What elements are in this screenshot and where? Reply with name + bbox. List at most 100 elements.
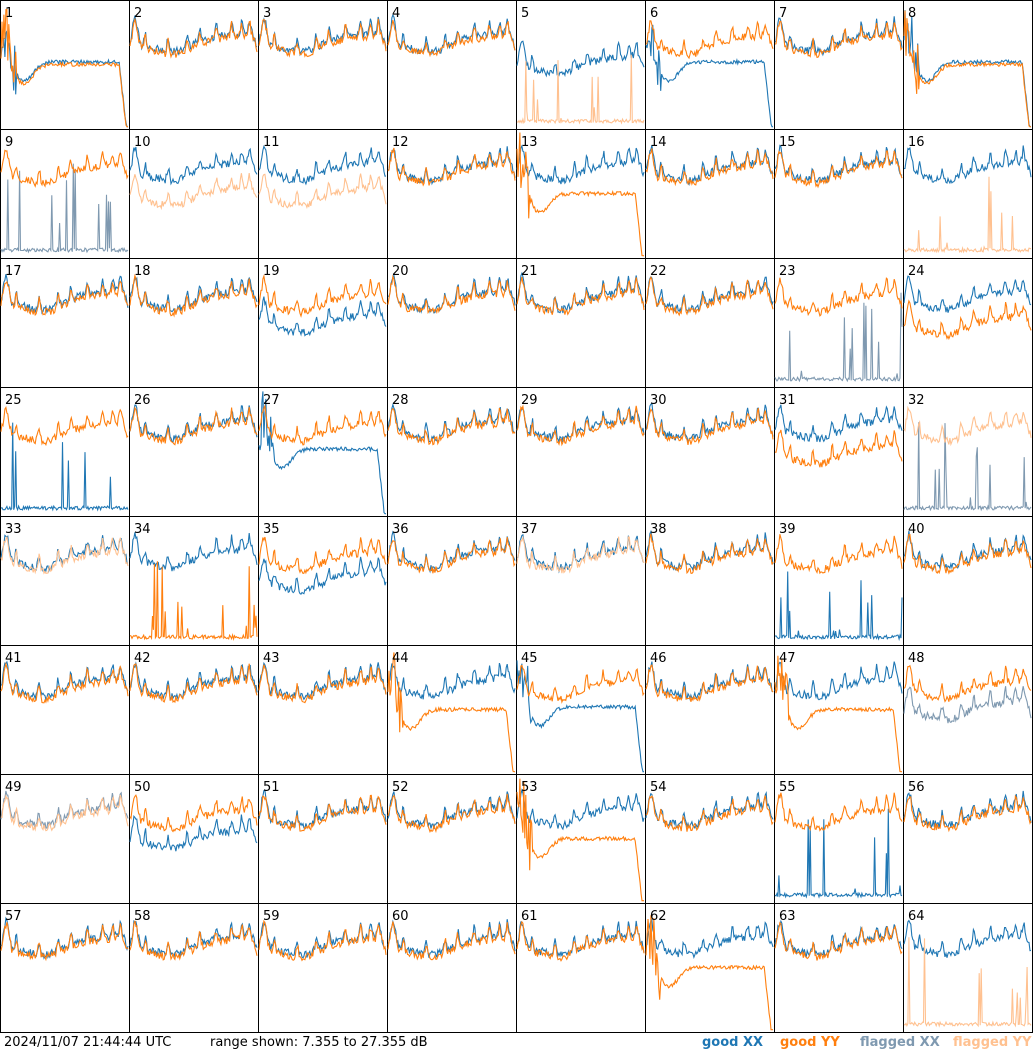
yy-series-line — [516, 404, 645, 447]
panel-number-label: 25 — [5, 393, 22, 408]
yy-series-line — [258, 536, 387, 575]
panel-51: 51 — [258, 774, 388, 904]
xx-series-line — [129, 532, 258, 572]
xx-series-line — [774, 919, 903, 959]
panel-frame — [0, 645, 130, 775]
panel-number-label: 59 — [263, 909, 280, 924]
panel-10: 10 — [129, 129, 259, 259]
legend-good-yy: good YY — [780, 1035, 840, 1050]
yy-series-line — [903, 10, 1031, 128]
panel-frame — [387, 903, 517, 1033]
yy-series-line — [387, 407, 516, 446]
panel-8: 8 — [903, 0, 1033, 130]
yy-series-line — [129, 173, 258, 211]
panel-frame — [0, 774, 130, 904]
panel-frame — [129, 645, 259, 775]
timestamp: 2024/11/07 21:44:44 UTC — [4, 1035, 172, 1050]
panel-frame — [0, 258, 130, 388]
panel-number-label: 32 — [908, 393, 925, 408]
panel-number-label: 21 — [521, 264, 538, 279]
yy-series-line — [0, 8, 128, 128]
panel-number-label: 8 — [908, 6, 916, 21]
yy-series-line — [129, 920, 258, 961]
panel-frame — [645, 258, 775, 388]
panel-24: 24 — [903, 258, 1033, 388]
xx-series-line — [387, 146, 516, 186]
yy-series-line — [516, 54, 645, 125]
panel-frame — [516, 516, 646, 646]
yy-series-line — [387, 274, 516, 315]
legend-flagged-xx: flagged XX — [860, 1035, 940, 1050]
yy-series-line — [645, 275, 774, 317]
panel-14: 14 — [645, 129, 775, 259]
yy-series-line — [903, 299, 1032, 341]
panel-32: 32 — [903, 387, 1033, 517]
panel-number-label: 64 — [908, 909, 925, 924]
yy-series-line — [258, 173, 387, 210]
panel-frame — [258, 645, 388, 775]
yy-series-line — [129, 406, 258, 446]
yy-series-line — [774, 792, 903, 832]
panel-57: 57 — [0, 903, 130, 1033]
panel-frame — [129, 774, 259, 904]
panel-number-label: 30 — [650, 393, 667, 408]
xx-series-line — [258, 556, 387, 595]
yy-series-line — [645, 915, 773, 1031]
panel-frame — [129, 387, 259, 517]
panel-frame — [903, 129, 1033, 259]
panel-33: 33 — [0, 516, 130, 646]
panel-number-label: 61 — [521, 909, 538, 924]
yy-series-line — [0, 794, 129, 832]
panel-42: 42 — [129, 645, 259, 775]
yy-series-line — [0, 405, 129, 447]
panel-frame — [516, 258, 646, 388]
panel-number-label: 58 — [134, 909, 151, 924]
panel-35: 35 — [258, 516, 388, 646]
xx-series-line — [774, 808, 903, 899]
panel-number-label: 17 — [5, 264, 22, 279]
panel-number-label: 28 — [392, 393, 409, 408]
xx-series-line — [903, 422, 1032, 512]
panel-number-label: 10 — [134, 135, 151, 150]
panel-number-label: 22 — [650, 264, 667, 279]
panel-number-label: 23 — [779, 264, 796, 279]
panel-58: 58 — [129, 903, 259, 1033]
panel-number-label: 15 — [779, 135, 796, 150]
xx-series-line — [0, 30, 128, 128]
panel-frame — [258, 0, 388, 130]
panel-frame — [258, 774, 388, 904]
panel-number-label: 38 — [650, 522, 667, 537]
panel-20: 20 — [387, 258, 517, 388]
yy-series-line — [774, 534, 903, 575]
panel-number-label: 41 — [5, 651, 22, 666]
panel-frame — [0, 903, 130, 1033]
yy-series-line — [387, 921, 516, 961]
panel-27: 27 — [258, 387, 388, 517]
panel-23: 23 — [774, 258, 904, 388]
yy-series-line — [645, 664, 774, 702]
xx-series-line — [903, 531, 1032, 571]
panel-39: 39 — [774, 516, 904, 646]
xx-series-line — [516, 788, 645, 831]
panel-frame — [903, 774, 1033, 904]
panel-47: 47 — [774, 645, 904, 775]
yy-series-line — [258, 403, 387, 446]
panel-frame — [645, 516, 775, 646]
panel-frame — [516, 903, 646, 1033]
panel-60: 60 — [387, 903, 517, 1033]
panel-number-label: 12 — [392, 135, 409, 150]
panel-22: 22 — [645, 258, 775, 388]
panel-number-label: 13 — [521, 135, 538, 150]
range-readout: range shown: 7.355 to 27.355 dB — [210, 1035, 428, 1050]
xx-series-line — [258, 145, 387, 186]
panel-53: 53 — [516, 774, 646, 904]
panel-16: 16 — [903, 129, 1033, 259]
panel-37: 37 — [516, 516, 646, 646]
panel-number-label: 54 — [650, 780, 667, 795]
panel-number-label: 49 — [5, 780, 22, 795]
yy-series-line — [258, 274, 387, 318]
panel-number-label: 11 — [263, 135, 280, 150]
panel-number-label: 36 — [392, 522, 409, 537]
xx-series-line — [516, 271, 645, 314]
